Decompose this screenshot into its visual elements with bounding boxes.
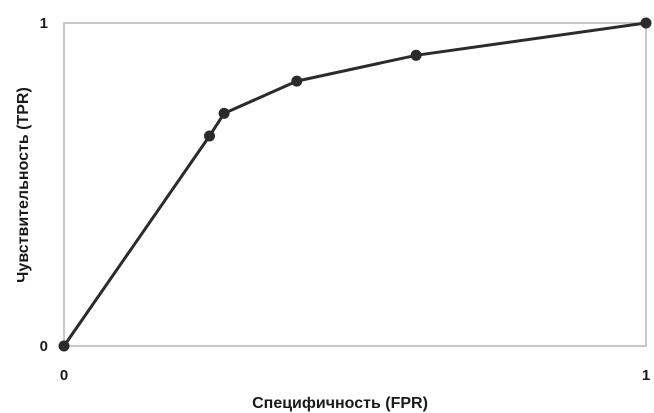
roc-point-4 <box>410 49 422 61</box>
roc-point-5 <box>640 17 652 29</box>
y-axis-label: Чувствительность (TPR) <box>15 87 32 283</box>
roc-line <box>62 21 647 347</box>
y-tick-label-1: 1 <box>40 15 48 32</box>
plot-area-frame <box>63 22 647 347</box>
roc-point-1 <box>204 130 215 142</box>
x-tick-label-1: 1 <box>642 367 650 384</box>
roc-series <box>58 17 652 352</box>
roc-point-3 <box>291 75 303 87</box>
roc-point-0 <box>58 340 70 352</box>
x-axis-label: Специфичность (FPR) <box>252 395 428 412</box>
x-tick-label-0: 0 <box>60 367 68 384</box>
y-tick-label-0: 0 <box>40 338 48 355</box>
roc-point-2 <box>218 107 230 119</box>
